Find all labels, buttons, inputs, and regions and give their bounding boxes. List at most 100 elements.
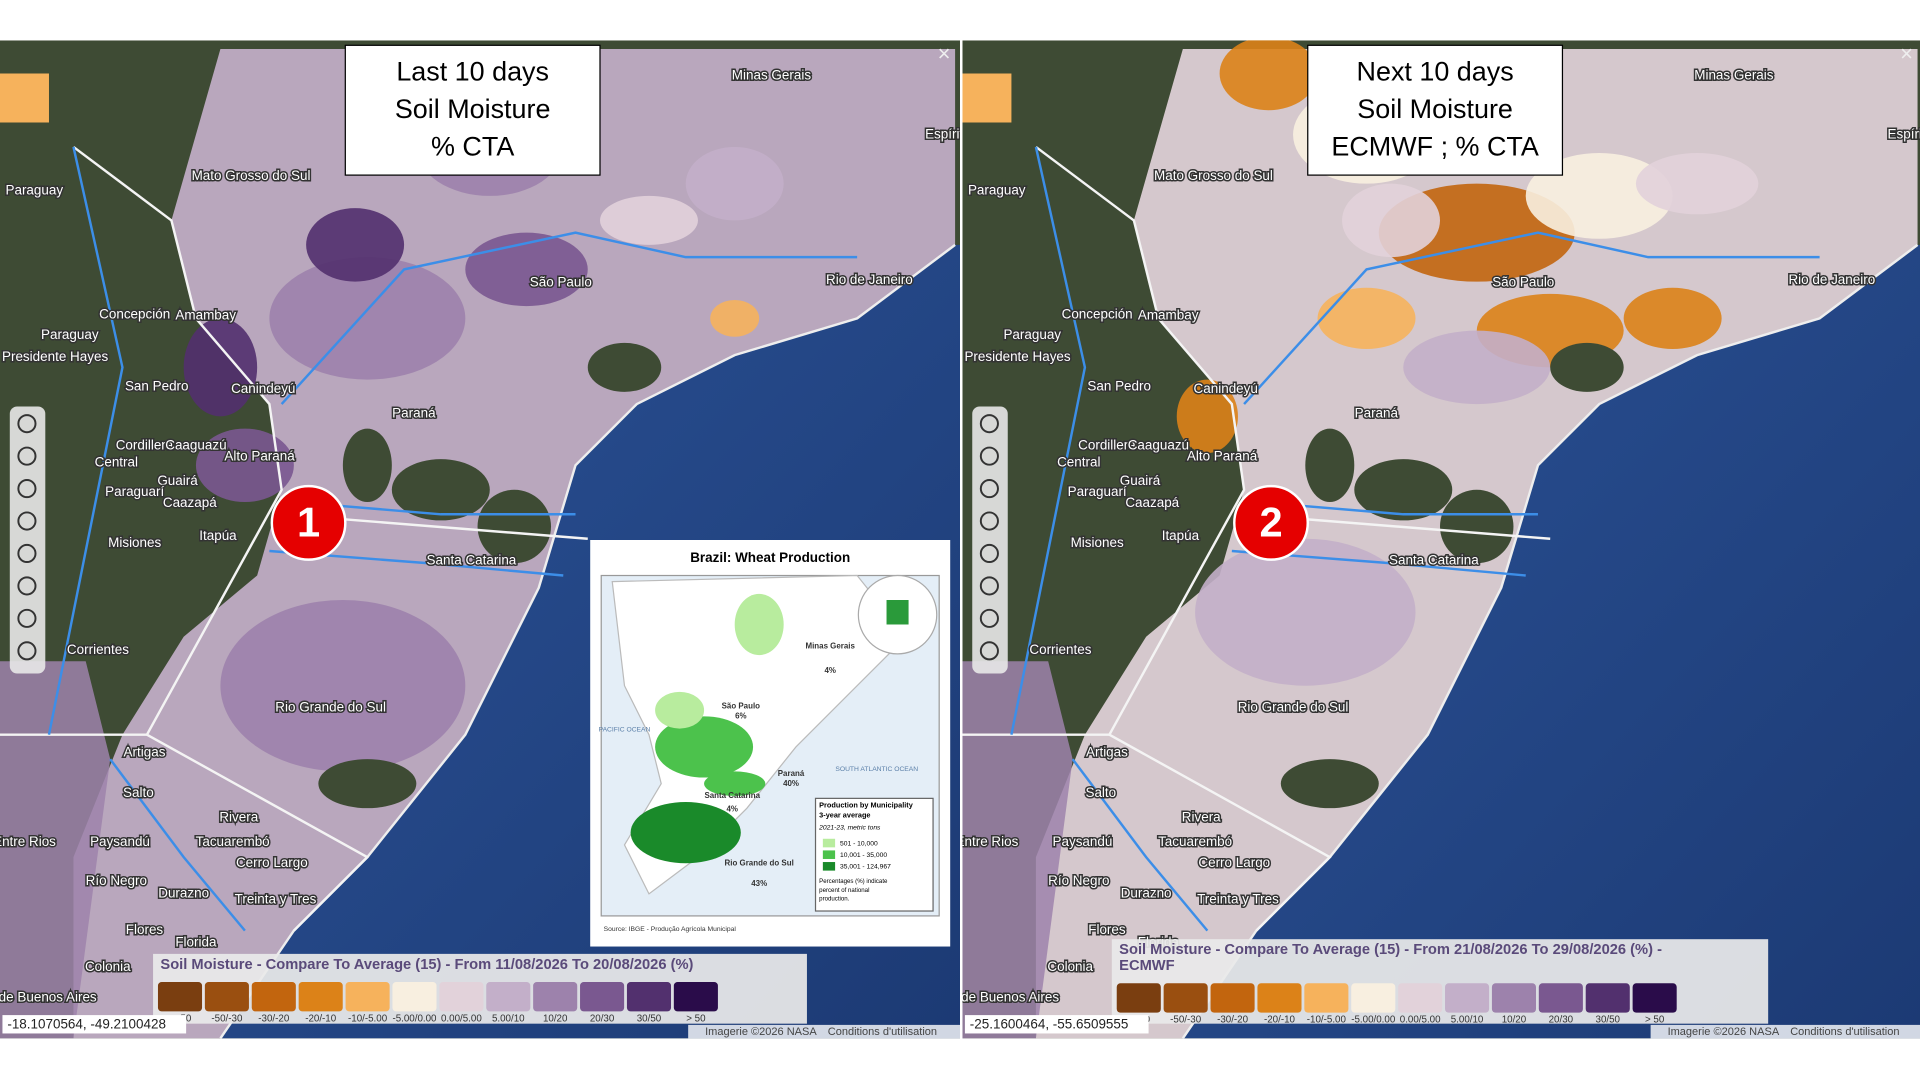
inset-legend-label: 501 - 10,000 <box>840 840 878 847</box>
legend-title: Soil Moisture - Compare To Average (15) … <box>160 957 693 973</box>
inset-legend-label: 10,001 - 35,000 <box>840 852 887 859</box>
legend-swatch <box>392 982 437 1012</box>
ocean <box>1182 244 1920 1039</box>
tool-button[interactable] <box>17 479 37 499</box>
moisture-area <box>1195 538 1416 686</box>
place-label: Salto <box>123 785 154 800</box>
marker-label: 2 <box>1259 498 1282 545</box>
moisture-area <box>1317 287 1416 349</box>
attribution: Imagerie ©2026 NASA <box>705 1026 817 1038</box>
place-label: Minas Gerais <box>732 67 812 82</box>
tool-button[interactable] <box>17 446 37 466</box>
place-label: Concepción <box>1062 306 1133 321</box>
tool-button[interactable] <box>17 414 37 434</box>
tool-button[interactable] <box>17 641 37 661</box>
region <box>0 661 111 1039</box>
coordinates-box <box>964 1015 1149 1034</box>
place-label: Misiones <box>108 535 161 550</box>
place-label: Treinta y Tres <box>235 892 317 907</box>
tool-button[interactable] <box>979 479 999 499</box>
place-label: Entre Rios <box>956 834 1019 849</box>
place-label: Caazapá <box>163 495 217 510</box>
place-label: Flores <box>126 922 164 937</box>
legend-label: > 50 <box>1645 1015 1665 1026</box>
map-panel[interactable]: Minas Gerais Mato Grosso do Sul Paraguay Sã… <box>915 37 1920 1039</box>
legend-label: -20/-10 <box>305 1013 337 1024</box>
place-label: Corrientes <box>1029 642 1091 657</box>
place-label: Ciudad de Buenos Aires <box>915 990 1060 1005</box>
place-label: Presidente Hayes <box>964 349 1070 364</box>
place-label: Itapúa <box>1162 528 1200 543</box>
river <box>1243 231 1820 405</box>
moisture-area <box>465 232 588 307</box>
moisture-area <box>220 600 466 772</box>
place-label: San Pedro <box>1087 379 1151 394</box>
place-label: Cordillera <box>1078 437 1136 452</box>
tool-button[interactable] <box>979 414 999 434</box>
inset-state-label: Rio Grande do Sul <box>725 858 794 867</box>
inset-ocean: SOUTH ATLANTIC OCEAN <box>835 766 918 773</box>
river <box>280 231 858 405</box>
legend-label: 0.00/5.00 <box>1400 1015 1441 1026</box>
title-line: Next 10 days <box>1357 57 1514 87</box>
tool-button[interactable] <box>979 543 999 564</box>
legend-label: 5.00/10 <box>492 1013 525 1024</box>
forest <box>342 428 392 503</box>
place-label: Rio de Janeiro <box>826 272 913 287</box>
title-line: Soil Moisture <box>395 94 551 124</box>
legend-label: 0.00/5.00 <box>441 1013 482 1024</box>
legend-swatch <box>298 982 343 1012</box>
place-label: Cerro Largo <box>236 855 308 870</box>
place-label: Paraguay <box>968 183 1026 198</box>
forest <box>391 459 490 521</box>
inset-state-label: São Paulo <box>722 702 761 711</box>
overlays: Last 10 days Soil Moisture % CTA 1 × Soil Moi… <box>2 41 1920 1039</box>
legend-swatch <box>626 982 672 1012</box>
coordinates: -25.1600464, -55.6509555 <box>970 1016 1129 1031</box>
place-label: Alto Paraná <box>224 448 295 463</box>
place-label: Corrientes <box>67 642 129 657</box>
tool-button[interactable] <box>979 511 999 531</box>
place-label: Concepción <box>99 306 170 321</box>
tool-button[interactable] <box>17 511 37 531</box>
toolbar[interactable] <box>9 406 46 674</box>
toolbar[interactable] <box>972 406 1008 674</box>
place-label: Presidente Hayes <box>2 349 108 364</box>
border <box>1108 733 1332 932</box>
close-button[interactable]: × <box>938 41 951 66</box>
tool-button[interactable] <box>979 446 999 466</box>
attribution[interactable]: Conditions d'utilisation <box>1790 1026 1899 1038</box>
tool-button[interactable] <box>17 543 37 564</box>
legend-swatch <box>533 982 578 1012</box>
place-label: Espírito Santo <box>925 126 1010 141</box>
inset-legend-swatch <box>822 838 836 848</box>
moisture-area <box>1219 40 1318 111</box>
legend-label: -5.00/0.00 <box>392 1013 437 1024</box>
tool-button[interactable] <box>979 608 999 628</box>
tool-button[interactable] <box>979 576 999 596</box>
legend-swatch <box>345 982 390 1012</box>
place-label: Rio Grande do Sul <box>275 699 386 714</box>
place-label: Ciudad de Buenos Aires <box>0 990 97 1005</box>
place-label: Paraguay <box>1003 327 1061 342</box>
river <box>1071 758 1209 932</box>
tool-button[interactable] <box>979 641 999 661</box>
tool-button[interactable] <box>17 608 37 628</box>
legend-swatch <box>1445 983 1490 1013</box>
legend-label: -30/-20 <box>1217 1015 1249 1026</box>
attribution[interactable]: Conditions d'utilisation <box>828 1026 937 1038</box>
inset-state-label: Minas Gerais <box>805 642 855 651</box>
place-label: Río Negro <box>1048 873 1109 888</box>
place-label: Entre Rios <box>0 834 56 849</box>
inset-note: percent of national <box>819 887 869 894</box>
place-label: Guairá <box>157 473 198 488</box>
legend-label: 10/20 <box>1502 1015 1527 1026</box>
forest <box>587 342 662 392</box>
place-label: Santa Catarina <box>1389 552 1479 567</box>
title-line: % CTA <box>431 131 514 161</box>
title-box <box>344 44 601 176</box>
map-panel[interactable]: Minas Gerais Mato Grosso do Sul Paraguay Sã… <box>0 40 1010 1039</box>
tool-button[interactable] <box>17 576 37 596</box>
close-button[interactable]: × <box>1900 41 1913 66</box>
legend-label: 20/30 <box>590 1013 615 1024</box>
